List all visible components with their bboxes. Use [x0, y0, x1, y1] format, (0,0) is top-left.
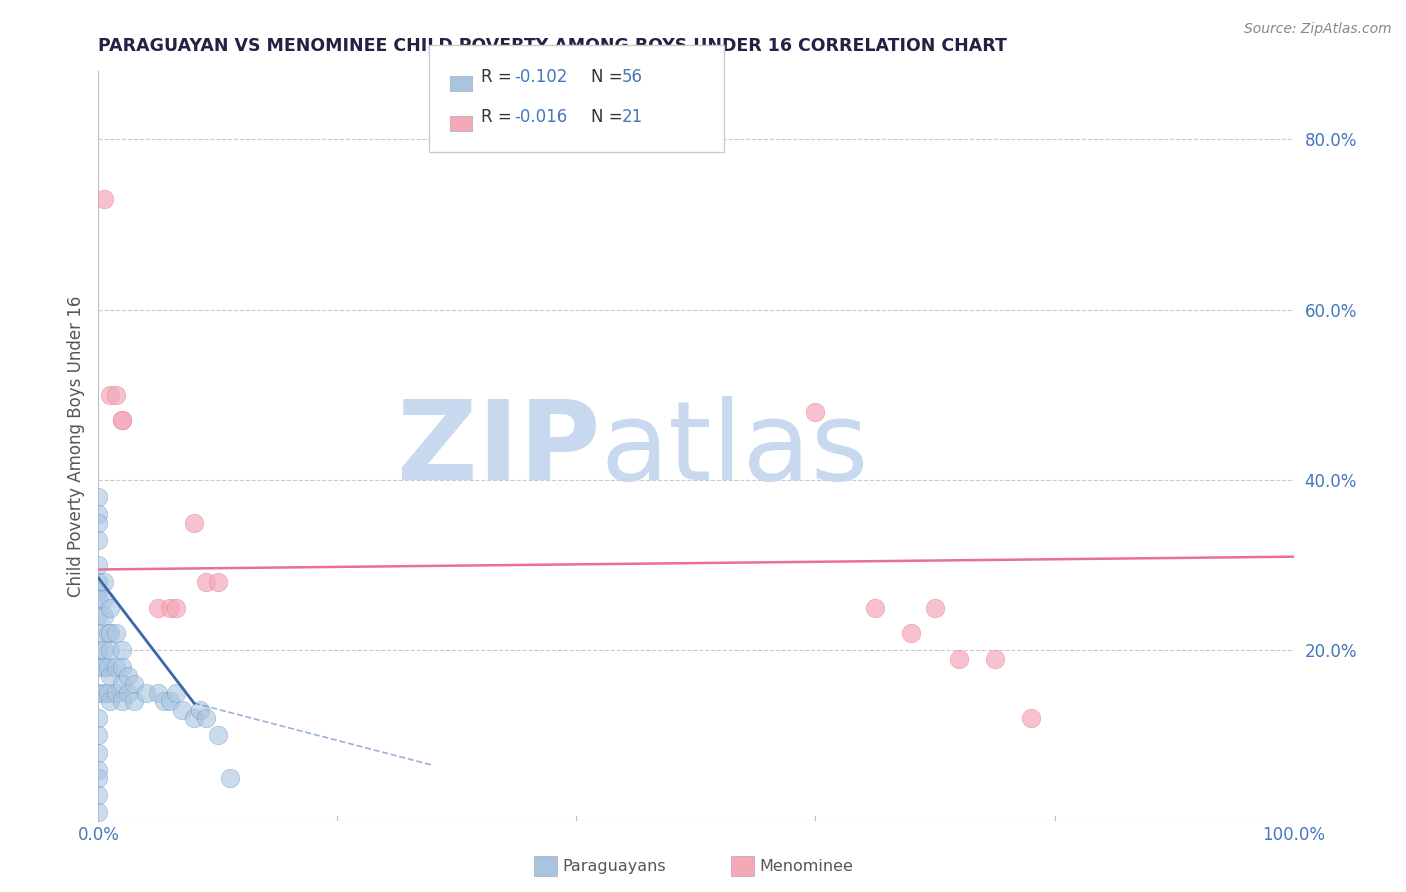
Point	[87, 771, 110, 785]
Point	[159, 600, 181, 615]
Point	[148, 600, 170, 615]
Point	[111, 660, 134, 674]
Point	[98, 669, 122, 683]
Point	[195, 711, 218, 725]
Point	[124, 677, 146, 691]
Point	[87, 609, 110, 624]
Point	[98, 694, 122, 708]
Point	[98, 643, 122, 657]
Point	[900, 626, 922, 640]
Point	[924, 600, 946, 615]
Point	[111, 413, 134, 427]
Point	[87, 533, 110, 547]
Point	[183, 711, 205, 725]
Point	[87, 490, 110, 504]
Text: R =: R =	[481, 108, 517, 126]
Point	[98, 600, 122, 615]
Point	[188, 703, 211, 717]
Text: Source: ZipAtlas.com: Source: ZipAtlas.com	[1244, 22, 1392, 37]
Point	[135, 686, 157, 700]
Point	[97, 626, 120, 640]
Point	[117, 686, 139, 700]
Point	[183, 516, 205, 530]
Text: ZIP: ZIP	[396, 396, 600, 503]
Point	[93, 686, 115, 700]
Point	[87, 583, 110, 598]
Point	[93, 192, 115, 206]
Point	[105, 686, 128, 700]
Point	[105, 388, 128, 402]
Text: Paraguayans: Paraguayans	[562, 859, 666, 873]
Point	[87, 643, 110, 657]
Point	[207, 575, 229, 590]
Point	[1019, 711, 1042, 725]
Point	[87, 516, 110, 530]
Point	[105, 660, 128, 674]
Point	[948, 652, 970, 666]
Point	[865, 600, 887, 615]
Point	[87, 507, 110, 521]
Point	[153, 694, 176, 708]
Text: 21: 21	[621, 108, 643, 126]
Point	[93, 575, 115, 590]
Text: -0.102: -0.102	[515, 68, 568, 86]
Text: PARAGUAYAN VS MENOMINEE CHILD POVERTY AMONG BOYS UNDER 16 CORRELATION CHART: PARAGUAYAN VS MENOMINEE CHILD POVERTY AM…	[98, 37, 1007, 54]
Point	[111, 677, 134, 691]
Point	[105, 626, 128, 640]
Point	[984, 652, 1007, 666]
Point	[87, 686, 110, 700]
Text: N =: N =	[591, 68, 627, 86]
Point	[97, 686, 120, 700]
Point	[148, 686, 170, 700]
Point	[87, 626, 110, 640]
Point	[87, 746, 110, 760]
Point	[111, 694, 134, 708]
Point	[87, 729, 110, 743]
Text: atlas: atlas	[600, 396, 869, 503]
Point	[87, 660, 110, 674]
Point	[87, 575, 110, 590]
Point	[93, 660, 115, 674]
Point	[87, 592, 110, 607]
Point	[93, 592, 115, 607]
Point	[165, 686, 187, 700]
Point	[124, 694, 146, 708]
Point	[207, 729, 229, 743]
Text: 56: 56	[621, 68, 643, 86]
Text: N =: N =	[591, 108, 627, 126]
Point	[87, 711, 110, 725]
Point	[219, 771, 242, 785]
Y-axis label: Child Poverty Among Boys Under 16: Child Poverty Among Boys Under 16	[66, 295, 84, 597]
Text: R =: R =	[481, 68, 517, 86]
Point	[172, 703, 194, 717]
Point	[159, 694, 181, 708]
Text: -0.016: -0.016	[515, 108, 568, 126]
Point	[804, 405, 827, 419]
Point	[93, 643, 115, 657]
Point	[87, 763, 110, 777]
Point	[98, 388, 122, 402]
Point	[111, 413, 134, 427]
Point	[97, 660, 120, 674]
Text: Menominee: Menominee	[759, 859, 853, 873]
Point	[195, 575, 218, 590]
Point	[87, 788, 110, 802]
Point	[111, 643, 134, 657]
Point	[87, 805, 110, 819]
Point	[93, 609, 115, 624]
Point	[98, 626, 122, 640]
Point	[165, 600, 187, 615]
Point	[87, 558, 110, 573]
Point	[117, 669, 139, 683]
